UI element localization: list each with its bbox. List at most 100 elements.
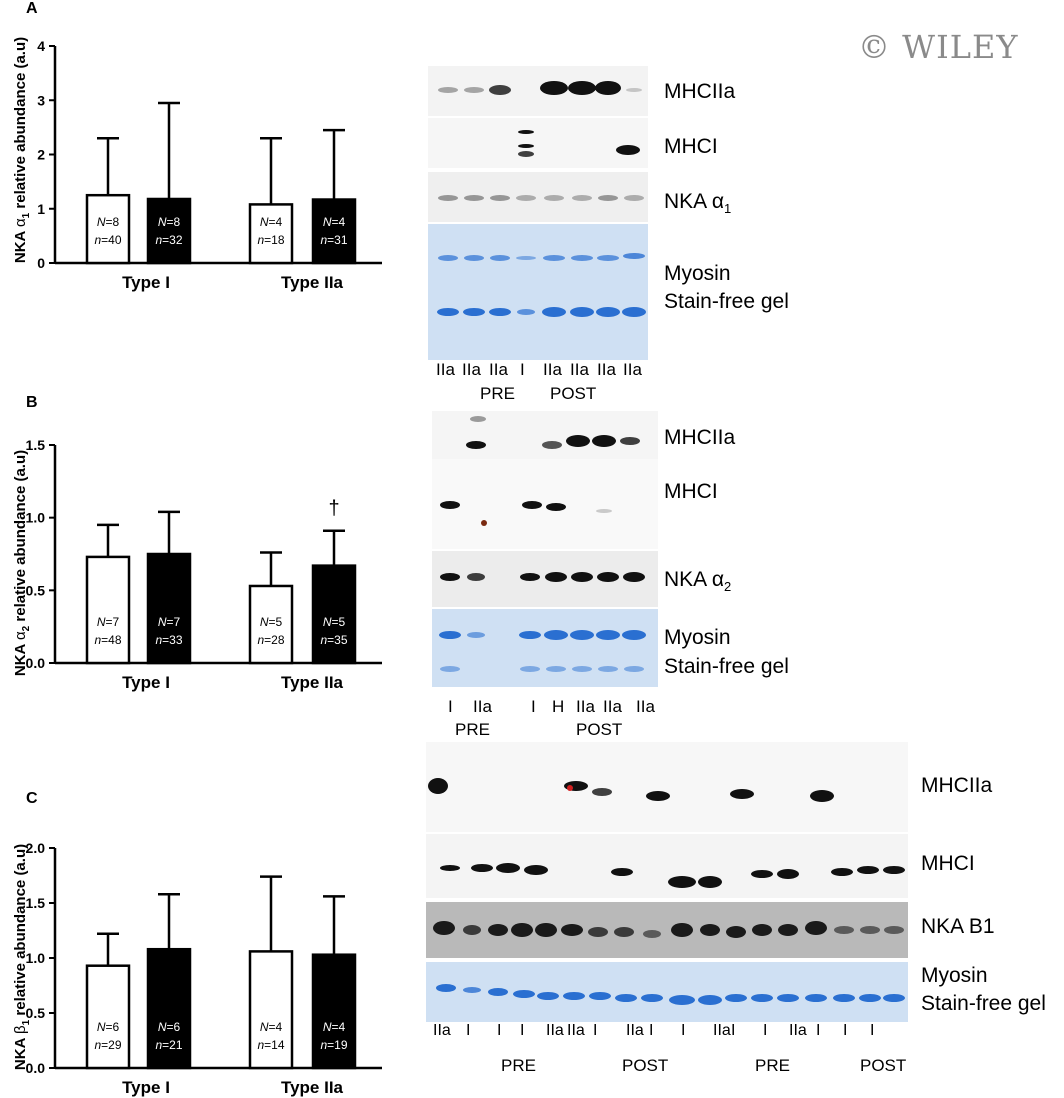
lane-label: I <box>870 1022 875 1039</box>
sample-size-n: n=35 <box>320 633 347 647</box>
blot-c-row-stain-free-gel: Stain-free gel <box>921 992 1046 1015</box>
x-category-label: Type IIa <box>281 1078 344 1097</box>
blot-c-row-myosin: Myosin <box>921 964 988 987</box>
lane-label: IIa <box>543 360 562 379</box>
blot-a-row-stain-free-gel: Stain-free gel <box>664 290 789 313</box>
sample-size-N: N=6 <box>97 1020 120 1034</box>
y-tick-label: 0 <box>37 255 45 271</box>
blot-c-row-mhci: MHCI <box>921 852 975 875</box>
lane-label: I <box>816 1022 821 1039</box>
panel-letter-a: A <box>26 0 38 17</box>
bar-b-1-0 <box>248 584 294 665</box>
sample-size-n: n=33 <box>155 633 182 647</box>
lane-label: I <box>520 360 525 379</box>
sample-size-N: N=7 <box>158 615 181 629</box>
bar-b-0-0 <box>85 555 131 665</box>
x-category-label: Type I <box>122 1078 170 1097</box>
sample-size-n: n=31 <box>320 233 347 247</box>
panel-letter-c: C <box>26 790 38 807</box>
lane-label: IIa <box>603 697 622 716</box>
lane-label: IIa <box>489 360 508 379</box>
blot-a-row-mhciia: MHCIIa <box>664 80 736 103</box>
lane-label: H <box>552 697 565 716</box>
panel-letter-b: B <box>26 394 38 411</box>
blot-b-row-nka: NKA α2 <box>664 568 732 595</box>
blot-a-row-myosin: Myosin <box>664 262 731 285</box>
group-label: POST <box>622 1056 669 1075</box>
sample-size-n: n=14 <box>257 1038 284 1052</box>
lane-label: IIa <box>462 360 481 379</box>
x-category-label: Type I <box>122 673 170 692</box>
blot-a-row-nka: NKA α1 <box>664 190 732 217</box>
lane-label: I <box>497 1022 502 1039</box>
sample-size-n: n=19 <box>320 1038 347 1052</box>
sample-size-N: N=7 <box>97 615 120 629</box>
western-blot-image-b <box>432 411 658 687</box>
y-tick-label: 4 <box>37 38 45 54</box>
sample-size-N: N=4 <box>260 1020 283 1034</box>
group-label: PRE <box>501 1056 536 1075</box>
blot-a-row-mhci: MHCI <box>664 135 718 158</box>
lane-label: IIa <box>473 697 492 716</box>
lane-label: IIa <box>433 1022 451 1039</box>
bar-a-1-0 <box>248 203 294 265</box>
bar-a-1-1 <box>311 198 357 265</box>
significance-dagger: † <box>328 498 339 520</box>
sample-size-N: N=4 <box>323 1020 346 1034</box>
y-tick-label: 2 <box>37 147 45 163</box>
bar-chart-b: NKA α2 relative abundance (a.u) 0.0 0.5 1.… <box>12 437 382 692</box>
blot-b-row-mhci: MHCI <box>664 480 718 503</box>
lane-label: IIa <box>567 1022 585 1039</box>
lane-label: I <box>466 1022 471 1039</box>
lane-label: IIa <box>546 1022 564 1039</box>
bar-b-0-1 <box>146 552 192 665</box>
sample-size-N: N=4 <box>323 215 346 229</box>
y-tick-label: 1.0 <box>26 950 46 966</box>
blot-c-row-mhciia: MHCIIa <box>921 774 993 797</box>
y-tick-label: 1.5 <box>26 895 46 911</box>
western-blot-image-a <box>428 66 648 360</box>
y-tick-label: 0.5 <box>26 1005 46 1021</box>
bar-a-0-0 <box>85 193 131 265</box>
wiley-watermark: © WILEY <box>858 28 1019 66</box>
y-tick-label: 2.0 <box>26 840 46 856</box>
sample-size-n: n=40 <box>94 233 121 247</box>
sample-size-N: N=4 <box>260 215 283 229</box>
bar-c-0-0 <box>85 964 131 1070</box>
lane-label: IIa <box>789 1022 807 1039</box>
blot-b-row-mhciia: MHCIIa <box>664 426 736 449</box>
lane-label: IIa <box>436 360 455 379</box>
bar-c-1-0 <box>248 950 294 1070</box>
y-axis-label-c: NKA β1 relative abundance (a.u) <box>12 844 32 1070</box>
sample-size-n: n=18 <box>257 233 284 247</box>
bar-chart-a: NKA α1 relative abundance (a.u) 0 1 2 3 4 N=8… <box>12 37 382 292</box>
sample-size-N: N=8 <box>158 215 181 229</box>
lane-label: IIa <box>636 697 655 716</box>
y-tick-label: 0.0 <box>26 655 46 671</box>
sample-size-n: n=28 <box>257 633 284 647</box>
y-axis-label-a: NKA α1 relative abundance (a.u) <box>12 37 32 263</box>
group-label: POST <box>550 384 597 403</box>
y-tick-label: 1 <box>37 201 45 217</box>
group-label: POST <box>576 720 623 739</box>
sample-size-n: n=48 <box>94 633 121 647</box>
group-label: PRE <box>755 1056 790 1075</box>
y-tick-label: 1.0 <box>26 510 46 526</box>
bar-c-1-1 <box>311 953 357 1070</box>
lane-label: I <box>520 1022 525 1039</box>
sample-size-n: n=32 <box>155 233 182 247</box>
lane-label: I <box>763 1022 768 1039</box>
lane-label: IIa <box>713 1022 731 1039</box>
lane-label: IIa <box>597 360 616 379</box>
lane-label: I <box>593 1022 598 1039</box>
y-axis-label-b: NKA α2 relative abundance (a.u) <box>12 450 32 676</box>
blot-c-row-nka-b1: NKA B1 <box>921 915 995 938</box>
western-blot-image-c <box>426 742 908 1022</box>
bar-b-1-1 <box>311 564 357 665</box>
sample-size-N: N=8 <box>97 215 120 229</box>
lane-label: I <box>448 697 453 716</box>
x-category-label: Type I <box>122 273 170 292</box>
blot-b-row-stain-free-gel: Stain-free gel <box>664 655 789 678</box>
y-tick-label: 0.5 <box>26 582 46 598</box>
lane-label: I <box>531 697 536 716</box>
